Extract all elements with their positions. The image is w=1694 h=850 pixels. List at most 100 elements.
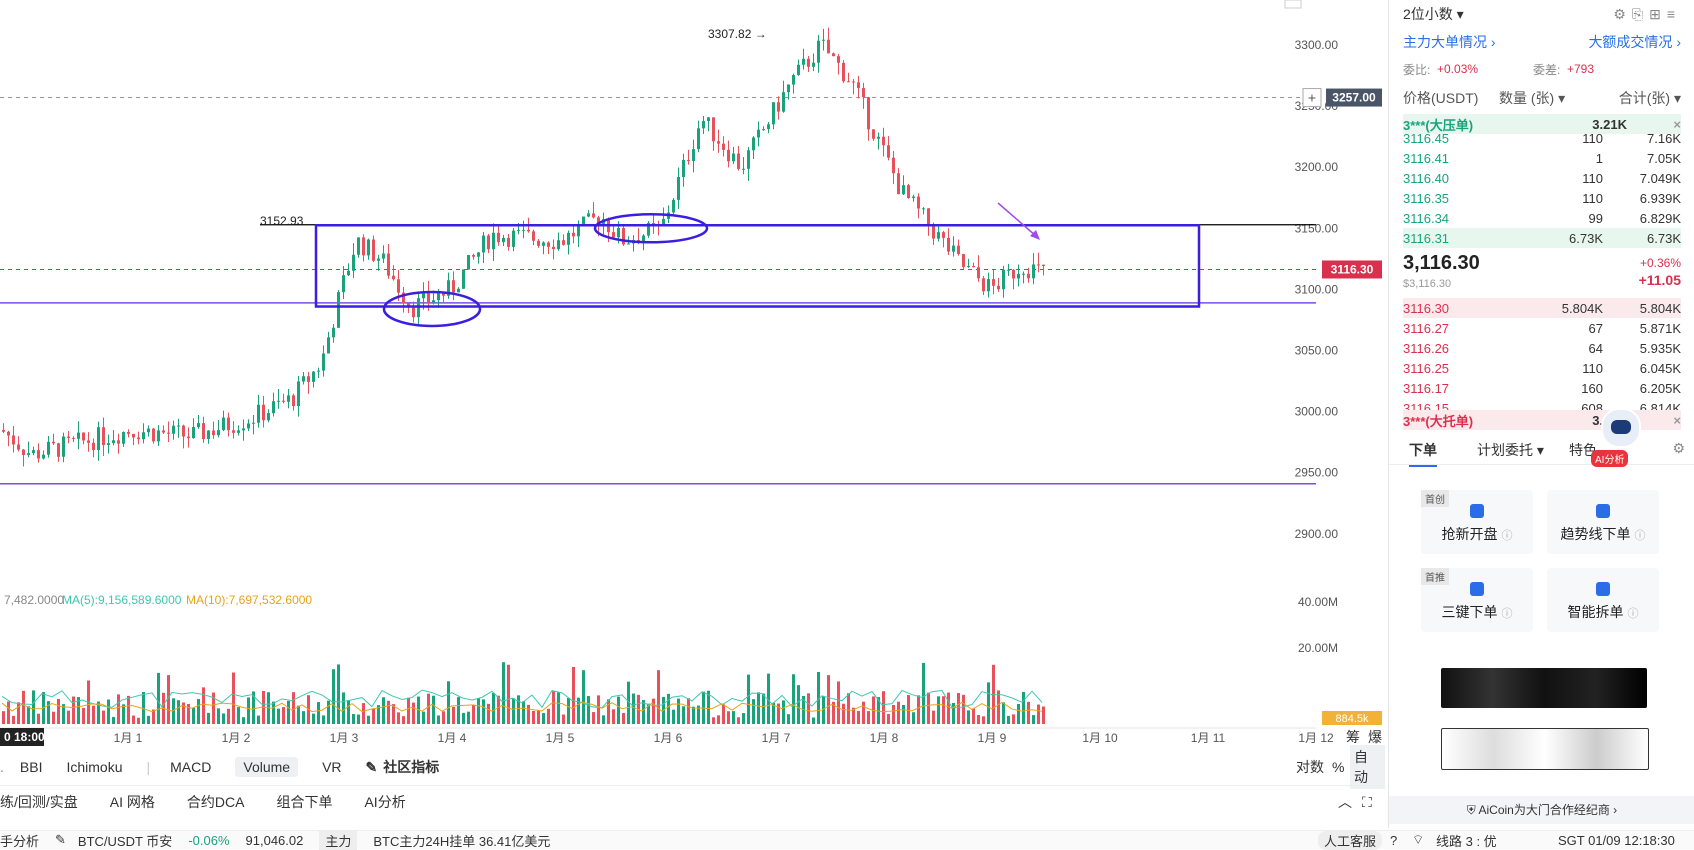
- ask-row[interactable]: 3116.40 110 7.049K: [1403, 168, 1681, 188]
- toolbar-ai-grid[interactable]: AI 网格: [109, 794, 155, 810]
- decimals-select[interactable]: 2位小数 ▾: [1403, 6, 1464, 22]
- volume-bar: [142, 691, 145, 724]
- diff-value: +793: [1567, 62, 1595, 76]
- status-analysis[interactable]: 手分析: [0, 833, 40, 849]
- status-pair[interactable]: BTC/USDT 币安: [77, 833, 173, 849]
- ask-price: 3116.31: [1403, 230, 1450, 246]
- toolbar-combo-order[interactable]: 组合下单: [276, 794, 333, 810]
- candle-body: [577, 225, 580, 237]
- card-trendline[interactable]: 趋势线下单 ⓘ: [1547, 490, 1659, 554]
- volume-bar: [722, 704, 725, 724]
- volume-bar: [627, 681, 630, 724]
- candle-body: [52, 441, 55, 444]
- card-smart-split[interactable]: 智能拆单 ⓘ: [1547, 568, 1659, 632]
- blurred-button[interactable]: [1441, 668, 1647, 708]
- candle-body: [137, 437, 140, 440]
- tab-feature[interactable]: 特色: [1569, 442, 1597, 458]
- candle-body: [37, 450, 40, 459]
- volume-bar: [57, 698, 60, 724]
- volume-bar: [277, 708, 280, 724]
- volume-bar: [67, 710, 70, 724]
- date-label: 1月 2: [222, 731, 251, 745]
- indicator-vr[interactable]: VR: [322, 759, 342, 775]
- volume-bar: [107, 699, 110, 724]
- bid-row[interactable]: 3116.27 67 5.871K: [1403, 318, 1681, 338]
- blurred-button-outline[interactable]: [1441, 728, 1649, 770]
- indicator-ichimoku[interactable]: Ichimoku: [66, 759, 123, 775]
- indicator-bar: . BBI Ichimoku | MACD Volume VR ✎ 社区指标 对数…: [0, 745, 1385, 789]
- broker-footer[interactable]: ⛨ AiCoin为大门合作经纪商 ›: [1389, 796, 1694, 824]
- candle-body: [687, 159, 690, 162]
- volume-bar: [522, 701, 525, 724]
- current-price-label: 3116.30: [1331, 262, 1374, 276]
- volume-bar: [27, 706, 30, 724]
- close-icon[interactable]: ×: [1673, 412, 1681, 428]
- volume-bar: [787, 714, 790, 724]
- close-icon[interactable]: ×: [1673, 116, 1681, 132]
- panel-links: 主力大单情况 › 大额成交情况 ›: [1403, 32, 1681, 52]
- collapse-icon[interactable]: ︿: [1338, 794, 1352, 810]
- panel-icons[interactable]: ⚙⎘⊞≡: [1613, 5, 1681, 22]
- auto-toggle[interactable]: 自动: [1350, 745, 1385, 789]
- settings-icon[interactable]: ⚙: [1672, 440, 1685, 456]
- customer-service-button[interactable]: 人工客服: [1318, 830, 1383, 850]
- main-orders-link[interactable]: 主力大单情况 ›: [1403, 34, 1496, 50]
- bid-row[interactable]: 3116.26 64 5.935K: [1403, 338, 1681, 358]
- candle-body: [812, 62, 815, 67]
- status-line[interactable]: 线路 3 : 优: [1436, 833, 1497, 849]
- ask-row[interactable]: 3116.45 110 7.16K: [1403, 128, 1681, 148]
- ask-qty: 99: [1588, 210, 1603, 226]
- fullscreen-icon[interactable]: ⛶: [1362, 793, 1372, 810]
- volume-bar: [897, 701, 900, 724]
- indicator-community[interactable]: ✎ 社区指标: [366, 757, 440, 777]
- percent-toggle[interactable]: %: [1332, 759, 1345, 775]
- volume-bar: [727, 711, 730, 724]
- volume-bar: [937, 696, 940, 724]
- chart-area[interactable]: 3300.003250.003200.003150.003100.003050.…: [0, 0, 1385, 848]
- toolbar-ai-analysis[interactable]: AI分析: [364, 794, 406, 810]
- candle-body: [892, 157, 895, 174]
- card-new-listing[interactable]: 首创 抢新开盘 ⓘ: [1421, 490, 1533, 554]
- candle-body: [72, 437, 75, 439]
- toolbar-dca[interactable]: 合约DCA: [186, 794, 245, 810]
- volume-bar: [497, 695, 500, 724]
- volume-bar: [912, 712, 915, 724]
- bid-row[interactable]: 3116.17 160 6.205K: [1403, 378, 1681, 398]
- large-deals-link[interactable]: 大额成交情况 ›: [1588, 34, 1681, 50]
- price-tick-label: 3200.00: [1295, 160, 1339, 174]
- date-label: 1月 6: [654, 731, 683, 745]
- candle-body: [392, 275, 395, 280]
- volume-bar: [612, 709, 615, 724]
- help-icon[interactable]: ?: [1390, 832, 1398, 848]
- ask-row[interactable]: 3116.35 110 6.939K: [1403, 188, 1681, 208]
- card-three-key[interactable]: 首推 三键下单 ⓘ: [1421, 568, 1533, 632]
- log-toggle[interactable]: 对数: [1296, 759, 1324, 775]
- volume-bar: [82, 707, 85, 724]
- indicator-bbi[interactable]: BBI: [19, 759, 43, 775]
- tab-plan[interactable]: 计划委托 ▾: [1477, 442, 1544, 458]
- bid-row[interactable]: 3116.25 110 6.045K: [1403, 358, 1681, 378]
- ellipse-low: [382, 290, 482, 328]
- volume-bar: [967, 710, 970, 724]
- indicator-macd[interactable]: MACD: [170, 759, 212, 775]
- col-qty[interactable]: 数量 (张) ▾: [1499, 90, 1566, 106]
- ask-row[interactable]: 3116.34 99 6.829K: [1403, 208, 1681, 228]
- bid-total: 6.205K: [1639, 380, 1681, 396]
- volume-bar: [732, 711, 735, 724]
- ask-total: 7.05K: [1647, 150, 1681, 166]
- panel-header: 2位小数 ▾ ⚙⎘⊞≡: [1403, 4, 1681, 24]
- ask-row[interactable]: 3116.41 1 7.05K: [1403, 148, 1681, 168]
- ai-badge[interactable]: AI分析: [1591, 450, 1629, 467]
- bid-total: 6.045K: [1639, 360, 1681, 376]
- toolbar-backtest[interactable]: 练/回测/实盘: [0, 794, 78, 810]
- col-total[interactable]: 合计(张) ▾: [1618, 90, 1681, 106]
- bid-row[interactable]: 3116.30 5.804K 5.804K: [1403, 298, 1681, 318]
- candlestick-chart[interactable]: 3300.003250.003200.003150.003100.003050.…: [0, 0, 1385, 750]
- ask-big-label: 3***(大压单): [1403, 117, 1474, 133]
- last-price-usd: $3,116.30: [1403, 278, 1452, 290]
- ellipse-high: [593, 213, 709, 244]
- tab-order[interactable]: 下单: [1409, 440, 1437, 467]
- indicator-volume[interactable]: Volume: [235, 757, 299, 777]
- ai-robot-icon[interactable]: [1601, 408, 1641, 448]
- ask-row[interactable]: 3116.31 6.73K 6.73K: [1403, 228, 1681, 248]
